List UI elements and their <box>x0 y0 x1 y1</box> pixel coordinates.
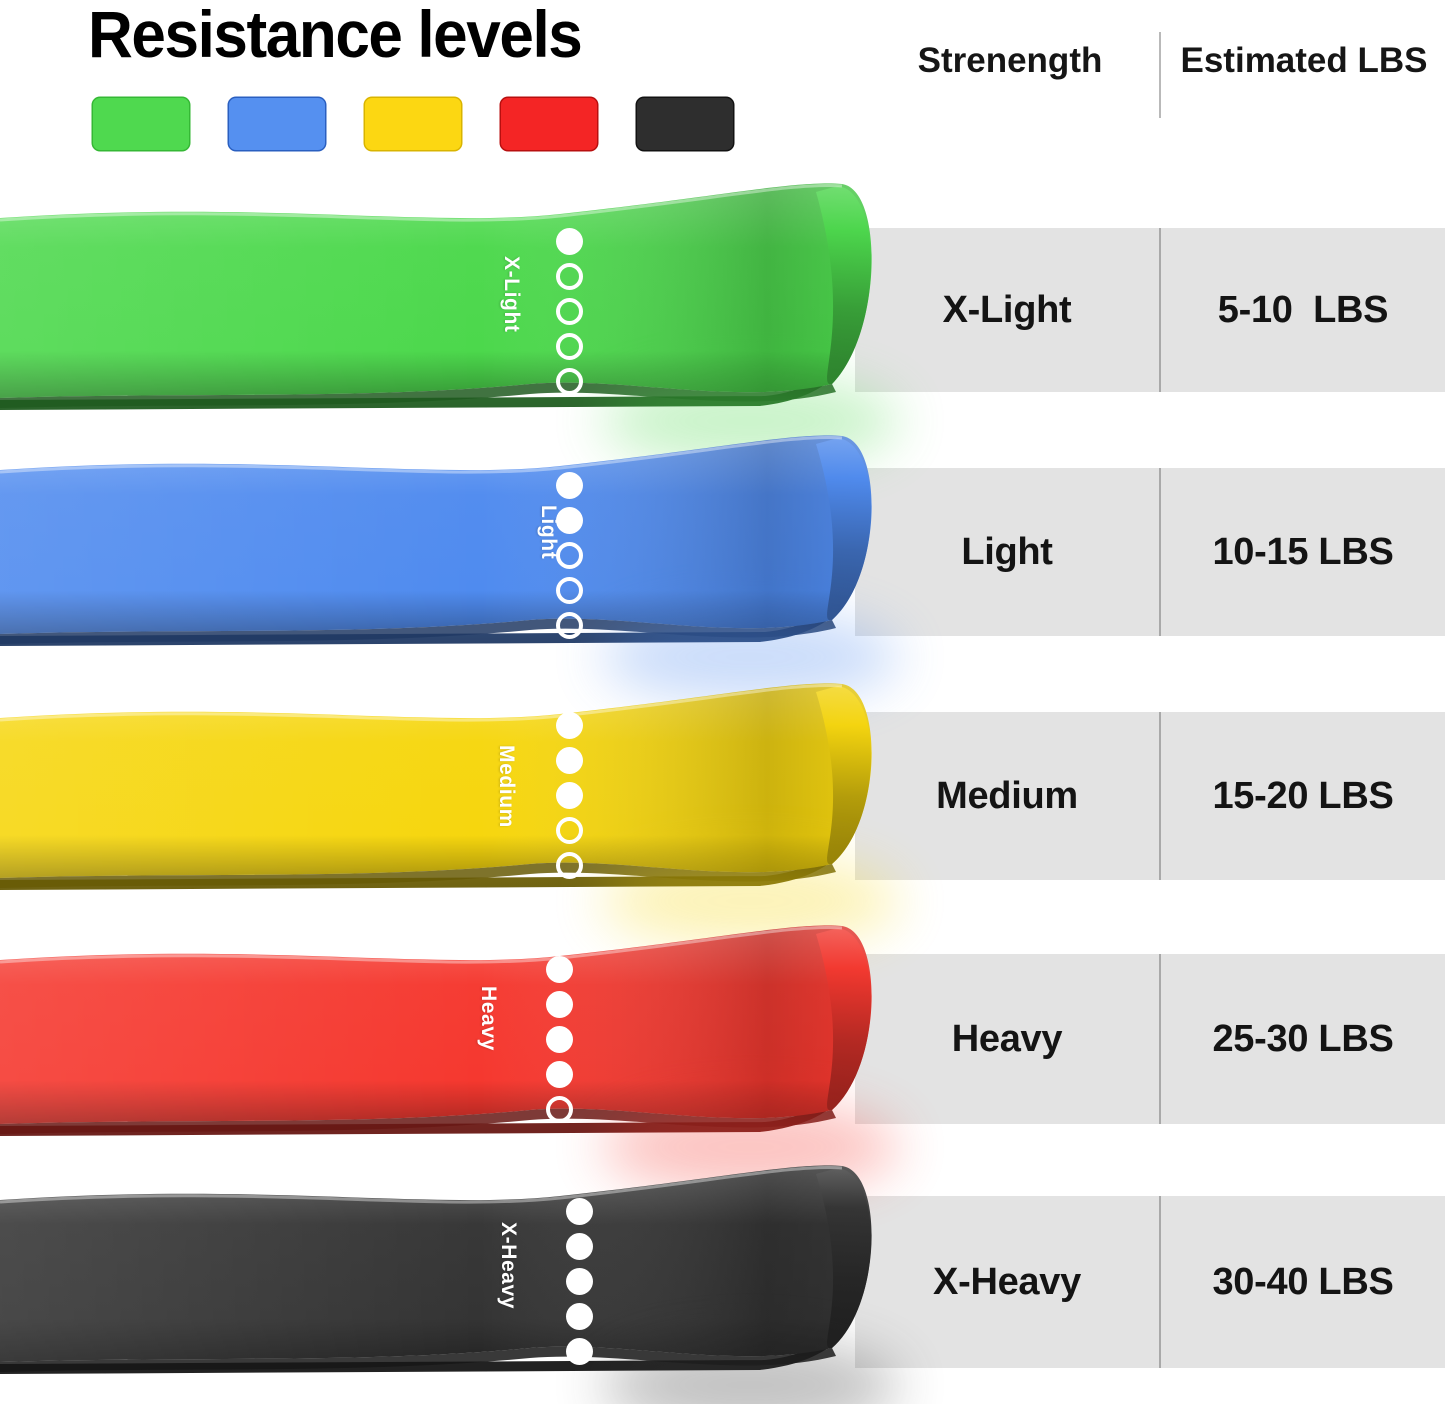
column-header-estimated-lbs: Estimated LBS <box>1180 41 1428 80</box>
table-row: Heavy <box>855 954 1159 1124</box>
resistance-band-green: X-Light <box>0 178 900 466</box>
level-dot-empty <box>556 542 583 569</box>
band-level-label: Medium <box>495 745 518 828</box>
level-dot-filled <box>556 228 583 255</box>
header: Resistance levels Strenength Estimated L… <box>0 0 1445 175</box>
resistance-band-yellow: Medium <box>0 678 900 946</box>
blue-swatch <box>229 98 325 150</box>
level-dot-filled <box>546 956 573 983</box>
table-row: 15-20 LBS <box>1161 712 1445 880</box>
estimated-lbs-value: 10-15 LBS <box>1212 530 1394 573</box>
row-column-divider <box>1159 468 1161 636</box>
band-level-label: Light <box>537 505 560 560</box>
level-dot-filled <box>556 747 583 774</box>
table-row: 30-40 LBS <box>1161 1196 1445 1368</box>
table-row: 5-10 LBS <box>1161 228 1445 392</box>
estimated-lbs-value: 5-10 LBS <box>1217 288 1389 331</box>
row-column-divider <box>1159 954 1161 1124</box>
table-row: X-Light <box>855 228 1159 392</box>
band-level-dots <box>556 712 583 887</box>
band-level-dots <box>546 956 573 1131</box>
level-dot-filled <box>566 1233 593 1260</box>
level-dot-empty <box>556 852 583 879</box>
green-swatch <box>93 98 189 150</box>
level-dot-empty <box>556 333 583 360</box>
column-header-strength: Strenength <box>917 41 1103 80</box>
table-row: 25-30 LBS <box>1161 954 1445 1124</box>
level-dot-filled <box>546 1061 573 1088</box>
table-row: X-Heavy <box>855 1196 1159 1368</box>
level-dot-filled <box>556 507 583 534</box>
band-level-label: X-Heavy <box>497 1222 520 1310</box>
level-dot-empty <box>546 1096 573 1123</box>
level-dot-empty <box>556 817 583 844</box>
resistance-band-red: Heavy <box>0 920 900 1192</box>
level-dot-empty <box>556 368 583 395</box>
resistance-band-black: X-Heavy <box>0 1160 900 1404</box>
level-dot-filled <box>556 472 583 499</box>
strength-value: X-Light <box>942 288 1072 331</box>
row-column-divider <box>1159 712 1161 880</box>
page-title: Resistance levels <box>88 0 583 71</box>
level-dot-filled <box>556 782 583 809</box>
table-row: 10-15 LBS <box>1161 468 1445 636</box>
level-dot-filled <box>546 991 573 1018</box>
row-column-divider <box>1159 1196 1161 1368</box>
table-row: Medium <box>855 712 1159 880</box>
band-level-dots <box>556 472 583 647</box>
strength-value: Medium <box>936 774 1078 817</box>
band-level-label: X-Light <box>500 256 523 333</box>
yellow-swatch <box>365 98 461 150</box>
swatch-legend <box>93 98 733 150</box>
level-dot-filled <box>566 1198 593 1225</box>
band-level-dots <box>556 228 583 403</box>
level-dot-empty <box>556 263 583 290</box>
strength-value: Light <box>961 530 1053 573</box>
band-level-dots <box>566 1198 593 1373</box>
black-swatch <box>637 98 733 150</box>
row-column-divider <box>1159 228 1161 392</box>
header-column-divider <box>1159 32 1161 118</box>
red-swatch <box>501 98 597 150</box>
estimated-lbs-value: 15-20 LBS <box>1212 774 1394 817</box>
level-dot-filled <box>566 1268 593 1295</box>
level-dot-filled <box>566 1338 593 1365</box>
level-dot-empty <box>556 298 583 325</box>
strength-value: Heavy <box>951 1017 1063 1060</box>
resistance-band-blue: Light <box>0 430 900 702</box>
table-row: Light <box>855 468 1159 636</box>
estimated-lbs-value: 25-30 LBS <box>1212 1017 1394 1060</box>
level-dot-filled <box>566 1303 593 1330</box>
level-dot-empty <box>556 612 583 639</box>
level-dot-filled <box>556 712 583 739</box>
level-dot-empty <box>556 577 583 604</box>
strength-value: X-Heavy <box>933 1260 1081 1303</box>
level-dot-filled <box>546 1026 573 1053</box>
band-level-label: Heavy <box>477 986 500 1051</box>
estimated-lbs-value: 30-40 LBS <box>1212 1260 1394 1303</box>
